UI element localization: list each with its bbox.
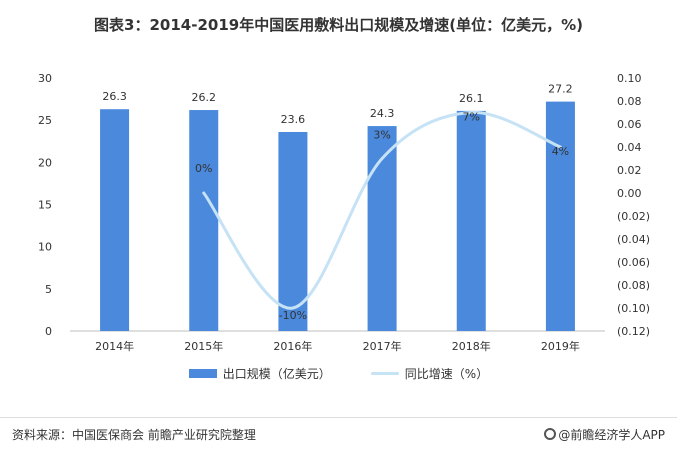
y-right-tick-label: 0.02 bbox=[617, 164, 642, 177]
y-left-tick-label: 30 bbox=[38, 72, 52, 85]
y-right-tick-label: (0.04) bbox=[617, 233, 650, 246]
y-left-tick-label: 25 bbox=[38, 114, 52, 127]
line-value-label: -10% bbox=[279, 309, 307, 322]
y-left-tick-label: 20 bbox=[38, 156, 52, 169]
y-right-tick-label: (0.06) bbox=[617, 256, 650, 269]
y-left-tick-label: 15 bbox=[38, 199, 52, 212]
growth-line bbox=[202, 110, 562, 310]
brand-text: @前瞻经济学人APP bbox=[558, 428, 665, 442]
bar bbox=[189, 110, 219, 332]
bar-value-label: 24.3 bbox=[370, 107, 395, 120]
x-tick-label: 2019年 bbox=[541, 339, 580, 353]
chart-legend: 出口规模（亿美元） 同比增速（%） bbox=[0, 365, 677, 382]
bar-value-label: 23.6 bbox=[281, 113, 306, 126]
x-tick-label: 2016年 bbox=[273, 339, 312, 353]
x-tick-label: 2014年 bbox=[95, 339, 134, 353]
y-right-tick-label: 0.04 bbox=[617, 141, 642, 154]
y-right-tick-label: (0.10) bbox=[617, 302, 650, 315]
line-value-label: 4% bbox=[552, 145, 569, 158]
bar-value-label: 26.3 bbox=[102, 90, 127, 103]
legend-swatch-bar bbox=[188, 369, 217, 378]
line-value-label: 7% bbox=[463, 111, 480, 124]
bar-value-label: 26.1 bbox=[459, 92, 484, 105]
bar bbox=[100, 109, 130, 331]
x-tick-label: 2018年 bbox=[452, 339, 491, 353]
legend-swatch-line bbox=[370, 372, 399, 375]
x-tick-label: 2017年 bbox=[363, 339, 402, 353]
y-right-tick-label: 0.10 bbox=[617, 72, 642, 85]
y-right-tick-label: (0.12) bbox=[617, 325, 650, 338]
bar bbox=[545, 101, 575, 331]
source-note: 资料来源：中国医保商会 前瞻产业研究院整理 bbox=[12, 428, 256, 442]
bar-value-label: 26.2 bbox=[192, 91, 217, 104]
y-right-tick-label: 0.00 bbox=[617, 187, 642, 200]
brand-credit: @前瞻经济学人APP bbox=[544, 426, 665, 443]
y-right-tick-label: 0.08 bbox=[617, 95, 642, 108]
legend-label-line: 同比增速（%） bbox=[404, 367, 489, 381]
legend-item-line: 同比增速（%） bbox=[370, 365, 489, 382]
y-right-tick-label: 0.06 bbox=[617, 118, 642, 131]
bar-value-label: 27.2 bbox=[548, 83, 573, 96]
legend-item-bar: 出口规模（亿美元） bbox=[188, 365, 331, 382]
x-tick-label: 2015年 bbox=[184, 339, 223, 353]
footer-divider bbox=[0, 417, 677, 418]
brand-logo-icon bbox=[544, 428, 557, 440]
y-right-tick-label: (0.08) bbox=[617, 279, 650, 292]
y-left-tick-label: 5 bbox=[45, 283, 52, 296]
y-left-tick-label: 0 bbox=[45, 325, 52, 338]
chart-title: 图表3：2014-2019年中国医用敷料出口规模及增速(单位：亿美元，%) bbox=[94, 16, 583, 34]
y-right-tick-label: (0.02) bbox=[617, 210, 650, 223]
legend-label-bar: 出口规模（亿美元） bbox=[222, 367, 331, 381]
line-value-label: 3% bbox=[373, 129, 390, 142]
bar bbox=[456, 110, 486, 331]
line-value-label: 0% bbox=[195, 162, 212, 175]
bar bbox=[278, 131, 308, 331]
y-left-tick-label: 10 bbox=[38, 241, 52, 254]
